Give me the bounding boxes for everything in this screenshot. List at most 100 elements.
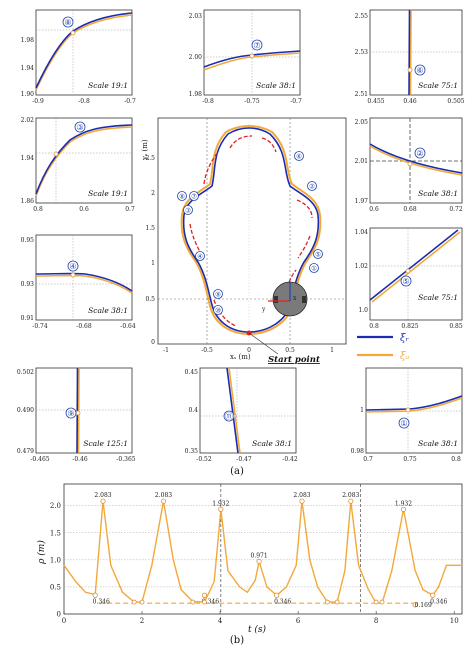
chart-point bbox=[334, 599, 340, 605]
traj-point-4: ④ bbox=[197, 253, 203, 261]
center-xlabel: xₛ (m) bbox=[230, 353, 251, 361]
robot-label: x bbox=[293, 295, 297, 302]
chart-point bbox=[190, 599, 196, 605]
chart-xtick: 10 bbox=[450, 617, 459, 625]
center-ytick: 2.5 bbox=[145, 155, 155, 162]
chart-ytick: 2.0 bbox=[50, 502, 61, 510]
panel-1-xtick: 0.7 bbox=[363, 456, 373, 463]
chart-data-label: 0.346 bbox=[430, 598, 447, 605]
panel-4-ytick: 0.91 bbox=[21, 315, 34, 322]
chart-point bbox=[100, 498, 106, 504]
zoom-panel-6: ⑥ Scale 75:1 2.55 2.53 2.51 0.455 0.46 0… bbox=[355, 9, 465, 105]
panel-4-xtick: -0.64 bbox=[120, 323, 136, 330]
center-xtick: -1 bbox=[163, 347, 169, 354]
panel-11-marker: ⑪ bbox=[225, 412, 233, 421]
chart-point bbox=[201, 592, 208, 598]
traj-point-9: ⑨ bbox=[215, 291, 221, 299]
chart-data-label: 0.346 bbox=[274, 598, 291, 605]
panel-7-xtick: -0.75 bbox=[244, 98, 260, 105]
chart-point bbox=[430, 592, 436, 598]
chart-xtick: 8 bbox=[374, 617, 378, 625]
zoom-panel-9: ⑨ Scale 125:1 0.502 0.490 0.479 -0.465 -… bbox=[17, 367, 136, 463]
panel-4-marker: ④ bbox=[69, 262, 76, 271]
panel-3-marker: ③ bbox=[76, 123, 83, 132]
chart-xlabel: t (s) bbox=[248, 624, 267, 635]
panel-11-scale: Scale 38:1 bbox=[252, 439, 292, 448]
panel-5-xtick: 0.825 bbox=[401, 323, 418, 330]
chart-data-label: 1.932 bbox=[212, 500, 229, 507]
chart-point bbox=[202, 599, 207, 605]
panel-9-ytick: 0.490 bbox=[17, 407, 34, 414]
zoom-panel-3: ③ Scale 19:1 2.02 1.94 1.86 0.8 0.6 0.7 bbox=[21, 117, 135, 213]
center-ytick: 2 bbox=[151, 190, 155, 197]
caption-b: (b) bbox=[230, 635, 244, 646]
center-xtick: 0 bbox=[247, 347, 251, 354]
chart-point bbox=[324, 599, 330, 605]
traj-point-10: ⑩ bbox=[215, 307, 221, 315]
panel-4-ytick: 0.95 bbox=[21, 237, 35, 244]
chart-point bbox=[131, 599, 137, 605]
chart-point bbox=[373, 599, 379, 605]
panel-2-marker: ② bbox=[416, 149, 423, 158]
chart-data-label: 0.346 bbox=[202, 598, 219, 605]
panel-7-ytick: 2.03 bbox=[189, 13, 203, 20]
panel-7-ytick: 2.00 bbox=[189, 54, 203, 61]
panel-5-xtick: 0.8 bbox=[369, 323, 379, 330]
chart-point bbox=[299, 498, 305, 504]
traj-point-5: ⑤ bbox=[315, 251, 321, 259]
chart-point bbox=[412, 602, 418, 608]
panel-2-ytick: 2.01 bbox=[355, 158, 368, 165]
center-ytick: 0 bbox=[151, 339, 155, 346]
panel-8-xtick: -0.8 bbox=[78, 98, 90, 105]
panel-5-scale: Scale 75:1 bbox=[418, 293, 458, 302]
start-point-label: Start point bbox=[268, 355, 320, 365]
panel-5-xtick: 0.85 bbox=[449, 323, 463, 330]
panel-8-ytick: 1.94 bbox=[21, 65, 35, 72]
panel-6-ytick: 2.51 bbox=[355, 91, 368, 98]
traj-point-6: ⑥ bbox=[296, 153, 302, 161]
panel-9-ytick: 0.479 bbox=[17, 448, 34, 455]
chart-data-label: 0.971 bbox=[251, 552, 268, 559]
panel-3-ytick: 1.86 bbox=[21, 198, 35, 205]
panel-3-xtick: 0.7 bbox=[125, 206, 135, 213]
panel-11-xtick: -0.47 bbox=[236, 456, 252, 463]
panel-9-xtick: -0.465 bbox=[30, 456, 49, 463]
chart-point bbox=[218, 506, 224, 512]
zoom-panel-4: ④ Scale 38:1 0.95 0.93 0.91 -0.74 -0.68 … bbox=[21, 234, 136, 330]
panel-8-xtick: -0.7 bbox=[124, 98, 136, 105]
chart-data-label: 2.083 bbox=[342, 492, 359, 499]
center-ytick: 1 bbox=[151, 260, 155, 267]
panel-3-scale: Scale 19:1 bbox=[88, 189, 128, 198]
panel-11-xtick: -0.52 bbox=[196, 456, 212, 463]
chart-xtick: 0 bbox=[62, 617, 66, 625]
panel-4-scale: Scale 38:1 bbox=[88, 306, 128, 315]
legend: ξᵣ ξₐ bbox=[357, 333, 410, 362]
center-xtick: 0.5 bbox=[285, 347, 295, 354]
legend-actual: ξₐ bbox=[400, 351, 410, 362]
panel-8-xtick: -0.9 bbox=[32, 98, 44, 105]
panel-1-ytick: 1 bbox=[360, 407, 364, 414]
center-ytick: 0.5 bbox=[145, 296, 155, 303]
center-ytick: 1.5 bbox=[145, 225, 155, 232]
chart-ylabel: ρ (m) bbox=[36, 540, 47, 565]
chart-data-label: 2.083 bbox=[94, 492, 111, 499]
chart-ytick: 0.5 bbox=[50, 583, 61, 591]
panel-6-scale: Scale 75:1 bbox=[418, 81, 458, 90]
zoom-panel-1: ① Scale 38:1 1 0.98 0.7 0.75 0.8 bbox=[351, 367, 463, 463]
panel-6-xtick: 0.46 bbox=[403, 98, 417, 105]
panel-2-xtick: 0.68 bbox=[403, 206, 417, 213]
panel-11-xtick: -0.42 bbox=[282, 456, 298, 463]
chart-point bbox=[256, 558, 262, 565]
robot-axis-label: y bbox=[261, 306, 266, 313]
traj-point-1: ① bbox=[311, 265, 317, 273]
panel-11-ytick: 0.45 bbox=[185, 369, 199, 376]
chart-point bbox=[139, 599, 145, 605]
traj-point-7: ⑦ bbox=[191, 193, 197, 201]
panel-11-ytick: 0.35 bbox=[185, 448, 199, 455]
chart-xtick: 6 bbox=[296, 617, 301, 625]
chart-data-label: 1.932 bbox=[395, 500, 412, 507]
center-xtick: -0.5 bbox=[201, 347, 213, 354]
panel-3-ytick: 1.94 bbox=[21, 155, 35, 162]
panel-1-scale: Scale 38:1 bbox=[418, 439, 458, 448]
